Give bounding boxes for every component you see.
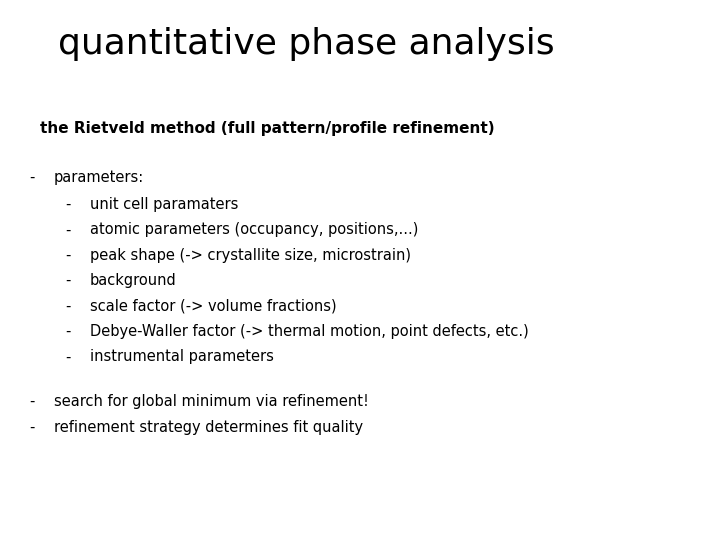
Text: the Rietveld method (full pattern/profile refinement): the Rietveld method (full pattern/profil… [40,122,494,137]
Text: scale factor (-> volume fractions): scale factor (-> volume fractions) [90,299,337,314]
Text: parameters:: parameters: [54,170,144,185]
Text: -: - [29,394,34,409]
Text: Debye-Waller factor (-> thermal motion, point defects, etc.): Debye-Waller factor (-> thermal motion, … [90,324,528,339]
Text: -: - [65,248,70,263]
Text: refinement strategy determines fit quality: refinement strategy determines fit quali… [54,420,363,435]
Text: -: - [65,273,70,288]
Text: peak shape (-> crystallite size, microstrain): peak shape (-> crystallite size, microst… [90,248,411,263]
Text: -: - [29,170,34,185]
Text: atomic parameters (occupancy, positions,...): atomic parameters (occupancy, positions,… [90,222,418,238]
Text: background: background [90,273,176,288]
Text: quantitative phase analysis: quantitative phase analysis [58,27,554,61]
Text: search for global minimum via refinement!: search for global minimum via refinement… [54,394,369,409]
Text: -: - [65,222,70,238]
Text: unit cell paramaters: unit cell paramaters [90,197,238,212]
Text: -: - [65,197,70,212]
Text: -: - [65,324,70,339]
Text: -: - [65,299,70,314]
Text: -: - [65,349,70,364]
Text: instrumental parameters: instrumental parameters [90,349,274,364]
Text: -: - [29,420,34,435]
